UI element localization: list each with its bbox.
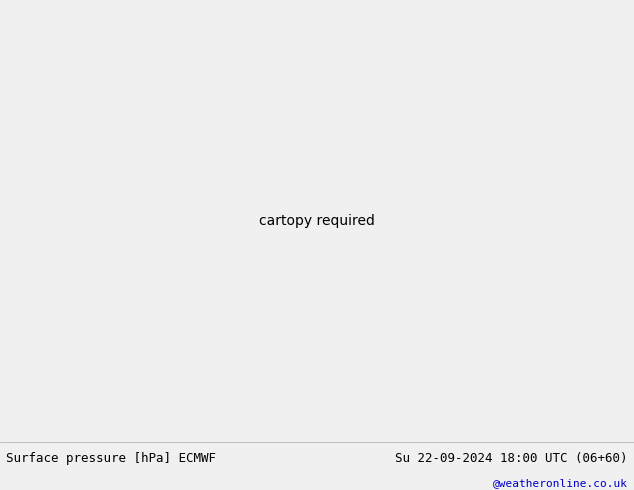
Text: cartopy required: cartopy required (259, 214, 375, 227)
Text: @weatheronline.co.uk: @weatheronline.co.uk (493, 478, 628, 488)
Text: Su 22-09-2024 18:00 UTC (06+60): Su 22-09-2024 18:00 UTC (06+60) (395, 452, 628, 465)
Text: Surface pressure [hPa] ECMWF: Surface pressure [hPa] ECMWF (6, 452, 216, 465)
